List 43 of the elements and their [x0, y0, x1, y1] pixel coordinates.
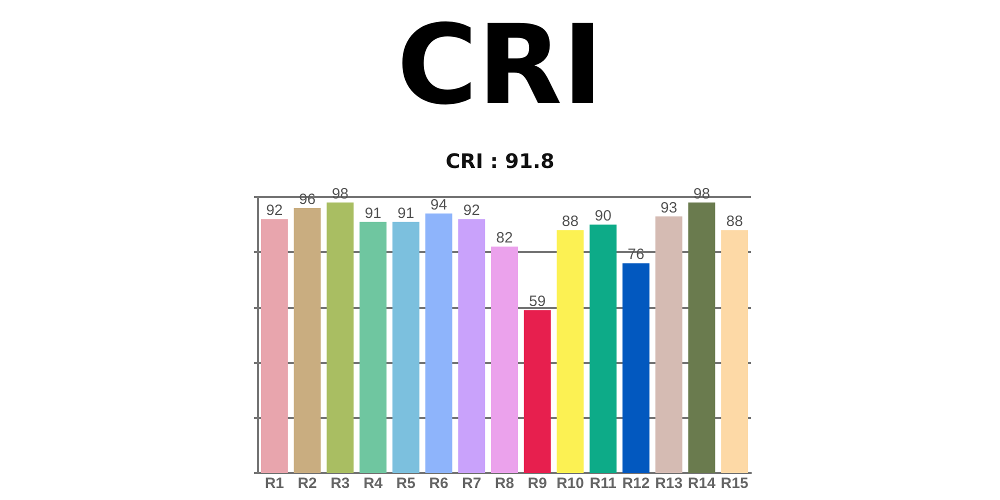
x-tick-label: R8: [494, 475, 514, 492]
chart-subtitle: CRI : 91.8: [446, 149, 554, 173]
bar: [688, 202, 716, 473]
bar: [590, 224, 617, 473]
data-label: 82: [496, 230, 513, 247]
bar: [425, 214, 452, 473]
x-tick-label: R6: [429, 475, 448, 492]
x-tick-label: R7: [462, 475, 482, 492]
data-label: 91: [398, 204, 414, 222]
data-label: 88: [562, 213, 579, 230]
bar: [294, 208, 321, 473]
data-label: 88: [726, 213, 743, 230]
x-tick-label: R11: [590, 475, 616, 492]
data-label: 94: [430, 196, 448, 214]
x-tick-label: R1: [264, 475, 284, 492]
bar: [622, 263, 650, 473]
bar: [655, 216, 682, 473]
bar: [392, 222, 420, 473]
x-tick-label: R3: [330, 475, 350, 492]
bar: [360, 222, 387, 473]
x-tick-label: R10: [556, 475, 584, 492]
data-label: 90: [594, 208, 612, 225]
bar: [556, 230, 584, 473]
x-tick-label: R9: [528, 475, 547, 492]
data-label: 93: [660, 199, 678, 216]
data-label: 92: [266, 202, 283, 220]
bar: [491, 246, 518, 473]
x-tick-label: R4: [363, 475, 384, 492]
data-label: 59: [529, 293, 546, 310]
data-label: 91: [364, 204, 382, 222]
data-label: 92: [463, 202, 480, 220]
bar: [326, 202, 354, 473]
bar: [524, 310, 551, 473]
x-tick-label: R13: [655, 475, 683, 492]
x-tick-label: R15: [720, 475, 748, 492]
x-tick-label: R5: [396, 475, 416, 492]
bar: [458, 219, 486, 473]
x-tick-label: R2: [298, 475, 317, 492]
bar: [260, 219, 288, 473]
chart-title: CRI: [396, 1, 604, 129]
x-tick-label: R12: [622, 475, 650, 492]
bar: [721, 230, 748, 473]
x-tick-label: R14: [688, 475, 716, 492]
